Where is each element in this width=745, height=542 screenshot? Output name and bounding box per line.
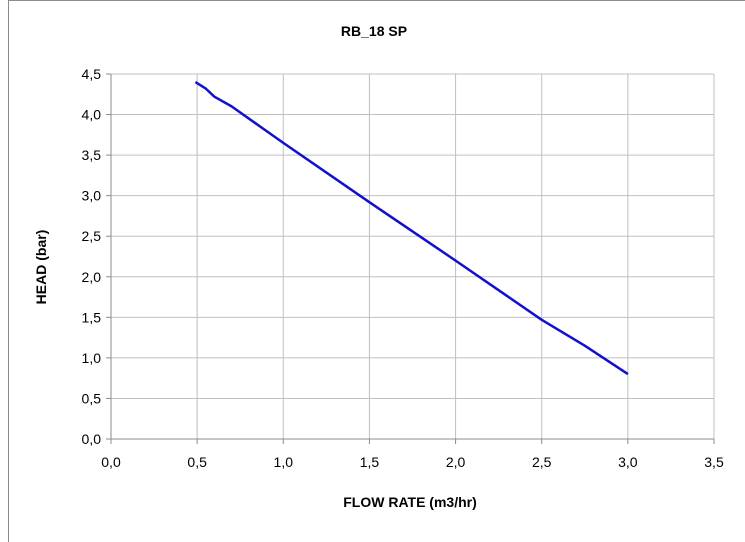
y-tick-label: 0,5 (82, 390, 102, 406)
y-tick-label: 1,0 (82, 350, 102, 366)
series-line (194, 81, 629, 376)
y-tick-label: 3,0 (82, 188, 102, 204)
chart-frame (8, 0, 745, 542)
y-tick-label: 2,0 (82, 269, 102, 285)
x-tick-label: 1,5 (360, 454, 380, 470)
x-tick-label: 0,0 (101, 454, 121, 470)
x-tick-label: 3,0 (618, 454, 638, 470)
y-tick-label: 3,5 (82, 147, 102, 163)
x-axis-label: FLOW RATE (m3/hr) (343, 494, 477, 510)
y-tick-label: 1,5 (82, 309, 102, 325)
grid-lines (111, 73, 715, 439)
y-tick-label: 0,0 (82, 431, 102, 447)
y-tick-label: 4,0 (82, 107, 102, 123)
x-tick-label: 1,0 (274, 454, 294, 470)
tick-labels: 0,0 0,5 1,0 1,5 2,0 2,5 3,0 3,5 4,0 4,5 0,0 0,5 1,0 1… (82, 66, 724, 470)
chart-title: RB_18 SP (341, 23, 407, 39)
y-tick-label: 4,5 (82, 66, 102, 82)
axes (106, 73, 715, 444)
x-tick-label: 2,0 (446, 454, 466, 470)
x-tick-label: 0,5 (187, 454, 207, 470)
x-tick-label: 2,5 (532, 454, 552, 470)
y-axis-label: HEAD (bar) (33, 230, 49, 305)
series-group (194, 81, 629, 376)
x-tick-label: 3,5 (704, 454, 724, 470)
y-tick-label: 2,5 (82, 228, 102, 244)
